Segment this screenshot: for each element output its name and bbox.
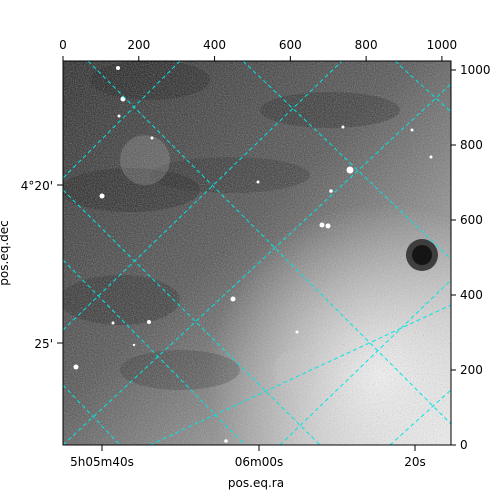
grid-line (87, 61, 451, 425)
x-axis-title: pos.eq.ra (228, 476, 284, 490)
point-sources (73, 66, 433, 443)
right-pixel-axis: 0 200 400 600 800 1000 (451, 63, 491, 452)
top-tick-label: 0 (59, 38, 67, 52)
sky-image (63, 61, 451, 445)
dec-axis: 4°20' 25' (21, 179, 63, 351)
right-tick-label: 800 (460, 138, 483, 152)
top-pixel-axis: 0 200 400 600 800 1000 (59, 38, 457, 61)
grid-line (63, 61, 343, 331)
right-tick-label: 600 (460, 213, 483, 227)
y-axis-title: pos.eq.dec (0, 220, 11, 285)
grid-line (242, 61, 451, 260)
grid-line (63, 259, 246, 445)
grid-line (149, 304, 451, 445)
top-tick-label: 600 (279, 38, 302, 52)
ra-tick-label: 20s (404, 455, 426, 469)
top-tick-label: 800 (355, 38, 378, 52)
ra-axis: 5h05m40s 06m00s 20s (70, 445, 426, 469)
ra-tick-label: 06m00s (235, 455, 283, 469)
right-tick-label: 200 (460, 363, 483, 377)
plot-frame (62, 60, 452, 446)
dec-tick-label: 4°20' (21, 179, 53, 193)
top-tick-label: 400 (203, 38, 226, 52)
top-tick-label: 200 (127, 38, 150, 52)
ra-tick-label: 5h05m40s (70, 455, 134, 469)
right-tick-label: 400 (460, 288, 483, 302)
top-tick-label: 1000 (427, 38, 458, 52)
right-tick-label: 0 (460, 438, 468, 452)
dec-tick-label: 25' (34, 337, 53, 351)
grid-line (63, 189, 321, 445)
grid-line (394, 61, 451, 113)
coordinate-grid (63, 61, 451, 445)
grid-line (279, 279, 451, 445)
right-tick-label: 1000 (460, 63, 491, 77)
grid-line (63, 83, 451, 445)
